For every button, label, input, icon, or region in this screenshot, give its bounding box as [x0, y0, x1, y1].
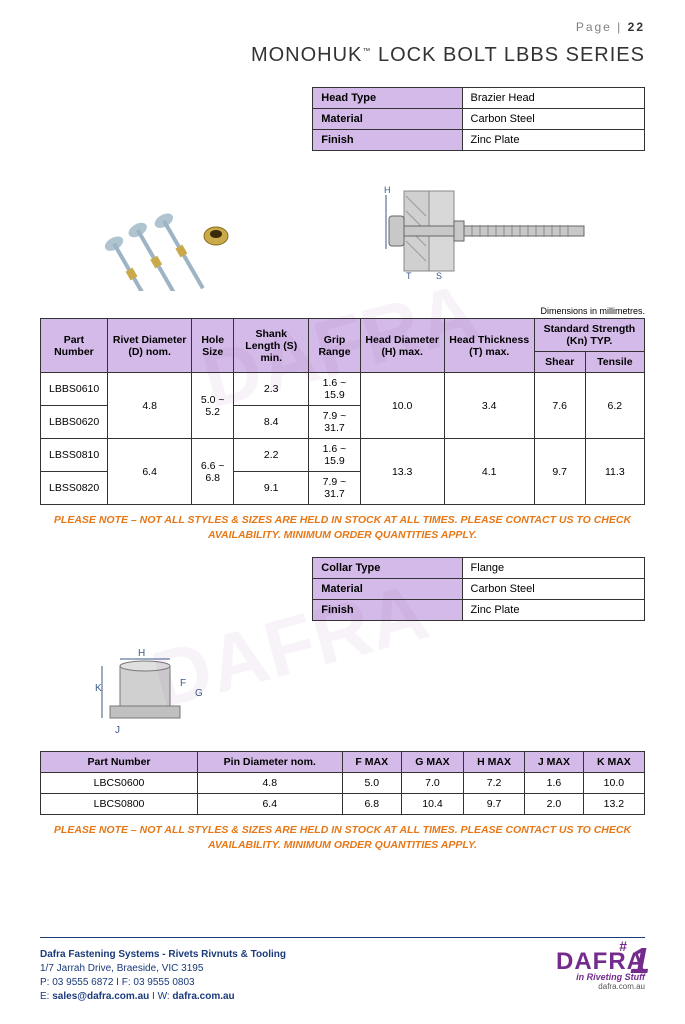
company-name: Dafra Fastening Systems - Rivets Rivnuts…: [40, 948, 286, 962]
bolt-diagram: H T S: [343, 176, 646, 286]
table-row: LBBS0610: [41, 373, 108, 406]
svg-text:F: F: [180, 678, 186, 689]
svg-text:J: J: [115, 725, 120, 736]
svg-text:S: S: [436, 271, 442, 281]
collar-diagram: H F G K J: [70, 636, 312, 746]
svg-text:K: K: [95, 683, 102, 694]
main-data-table: Part Number Rivet Diameter (D) nom. Hole…: [40, 318, 645, 505]
svg-text:H: H: [138, 648, 145, 659]
collar-spec-table: Collar TypeFlange MaterialCarbon Steel F…: [312, 557, 645, 621]
svg-text:G: G: [195, 688, 203, 699]
table-row: LBCS06004.8 5.07.0 7.21.6 10.0: [41, 773, 645, 794]
brand-logo: # 1 DAFRA in Riveting Stuff dafra.com.au: [505, 948, 645, 991]
company-contact: E: sales@dafra.com.au I W: dafra.com.au: [40, 990, 286, 1004]
page-title: MONOHUK™ LOCK BOLT LBBS SERIES: [40, 44, 645, 67]
table-row: LBSS0810: [41, 439, 108, 472]
bolt-spec-table: Head TypeBrazier Head MaterialCarbon Ste…: [312, 87, 645, 151]
collar-data-table: Part Number Pin Diameter nom. F MAX G MA…: [40, 751, 645, 815]
page-number: Page | 22: [40, 20, 645, 34]
table-row: LBBS0620: [41, 406, 108, 439]
svg-text:T: T: [406, 271, 412, 281]
company-phone: P: 03 9555 6872 I F: 03 9555 0803: [40, 976, 286, 990]
product-photo: [40, 166, 312, 296]
stock-note: PLEASE NOTE – NOT ALL STYLES & SIZES ARE…: [40, 513, 645, 542]
table-row: LBCS08006.4 6.810.4 9.72.0 13.2: [41, 794, 645, 815]
svg-text:H: H: [384, 185, 391, 195]
dimension-note: Dimensions in millimetres.: [40, 306, 645, 316]
page-footer: Dafra Fastening Systems - Rivets Rivnuts…: [40, 937, 645, 1004]
table-row: LBSS0820: [41, 472, 108, 505]
stock-note-2: PLEASE NOTE – NOT ALL STYLES & SIZES ARE…: [40, 823, 645, 852]
company-address: 1/7 Jarrah Drive, Braeside, VIC 3195: [40, 962, 286, 976]
